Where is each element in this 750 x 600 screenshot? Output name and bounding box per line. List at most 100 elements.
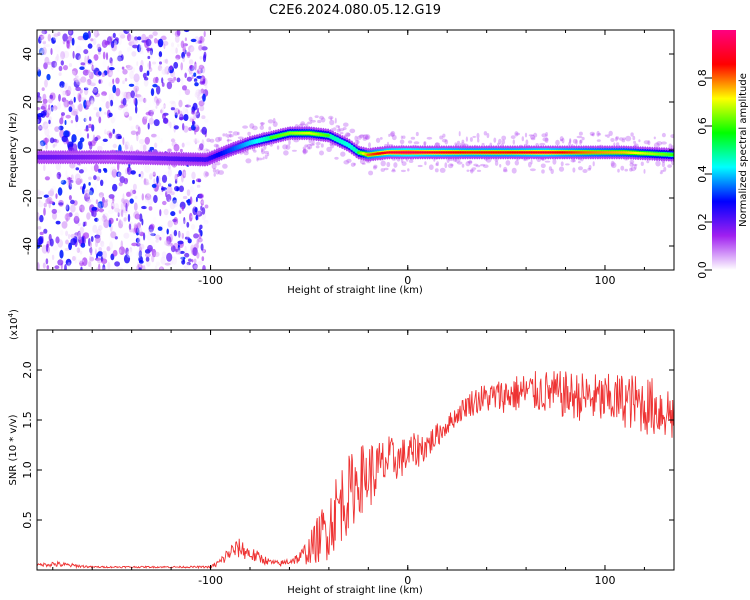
noise-blob [135,105,138,114]
noise-blob [83,87,89,91]
noise-blob [123,254,131,264]
noise-blob [70,199,75,205]
noise-blob [138,260,144,264]
noise-blob [102,213,106,219]
noise-blob [101,212,105,219]
noise-blob [539,142,546,146]
noise-blob [541,169,545,174]
noise-blob [343,160,350,165]
noise-blob [55,162,61,171]
noise-blob [126,191,131,197]
noise-blob [70,120,74,124]
colorbar-label: Normalized spectral amplitude [738,73,749,227]
noise-blob [178,221,184,226]
noise-blob [109,99,114,107]
noise-blob [118,32,125,37]
noise-blob [107,209,114,214]
noise-blob [361,162,366,165]
noise-blob [242,125,249,129]
noise-blob [196,252,200,259]
colorbar-tick-label: 0.0 [696,261,709,279]
x-tick-label: -100 [198,574,223,587]
spectrogram-xlabel: Height of straight line (km) [287,285,423,296]
noise-blob [73,77,78,82]
noise-blob [43,202,47,208]
noise-blob [87,190,93,198]
noise-blob [88,182,91,186]
noise-blob [172,118,175,127]
noise-blob [168,126,171,136]
noise-blob [428,164,434,170]
noise-blob [142,72,147,79]
noise-blob [177,244,180,252]
noise-blob [264,150,269,155]
noise-blob [91,100,94,106]
noise-blob [60,60,64,66]
noise-blob [127,166,130,172]
snr-xlabel: Height of straight line (km) [287,585,423,596]
noise-blob [579,139,583,144]
noise-blob [56,171,62,179]
noise-blob [77,231,82,241]
noise-blob [638,139,641,143]
noise-blob [124,141,127,147]
noise-blob [133,97,136,105]
noise-blob [268,126,272,131]
noise-blob [434,142,440,149]
noise-blob [77,104,81,110]
noise-blob [87,230,94,235]
colorbar-tick-label: 0.8 [696,69,709,87]
noise-blob [108,81,114,87]
noise-blob [170,211,176,217]
noise-blob [71,134,77,143]
noise-blob [121,91,127,96]
noise-blob [94,217,99,222]
noise-blob [75,178,82,185]
noise-blob [201,207,206,215]
noise-blob [92,134,96,143]
noise-blob [80,178,83,184]
noise-blob [407,168,410,172]
noise-blob [45,243,49,252]
noise-blob [129,70,135,80]
noise-blob [192,179,195,185]
noise-blob [164,262,171,266]
noise-blob [259,125,264,130]
noise-blob [71,247,78,252]
noise-blob [105,101,110,109]
noise-blob [159,183,162,192]
noise-blob [199,56,203,60]
noise-blob [392,168,396,172]
noise-blob [92,65,96,70]
noise-blob [54,45,61,52]
noise-blob [97,145,103,152]
noise-blob [151,183,157,188]
noise-blob [552,158,557,165]
noise-blob [73,96,76,103]
noise-blob [60,51,66,60]
noise-blob [501,139,506,145]
noise-blob [621,139,626,143]
noise-blob [505,160,511,166]
noise-blob [204,204,209,209]
noise-blob [441,138,447,143]
noise-blob [579,139,582,145]
spectrogram-ylabel: Frequency (Hz) [8,112,19,188]
noise-blob [589,131,595,136]
snr-multiplier-close: ) [9,309,20,313]
noise-blob [160,68,163,76]
noise-blob [87,261,91,267]
noise-blob [92,87,98,93]
noise-blob [134,195,138,200]
ridge-peak [326,134,330,137]
noise-blob [92,209,97,218]
noise-blob [173,61,179,69]
noise-blob [172,197,177,204]
noise-blob [79,97,86,101]
noise-blob [261,149,265,155]
noise-blob [321,117,326,123]
noise-blob [558,166,565,172]
noise-blob [37,201,44,208]
noise-blob [169,260,174,265]
noise-blob [43,44,46,53]
